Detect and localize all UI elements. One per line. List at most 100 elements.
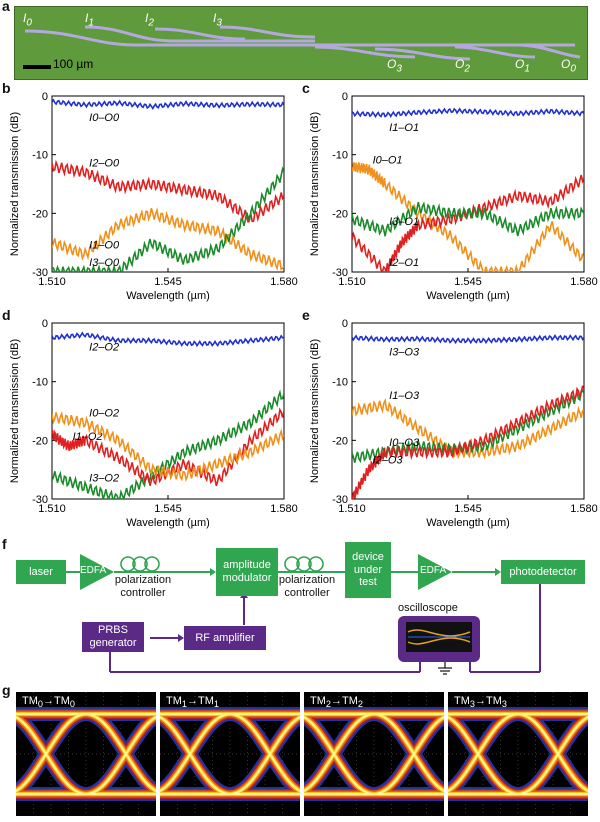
series-line-red (352, 385, 584, 499)
plot-frame (351, 95, 585, 273)
series-label: I3–O1 (389, 216, 419, 228)
y-tick-label: -30 (32, 267, 48, 279)
panel-letter-g: g (2, 682, 11, 698)
chart-c: 1.510 1.545 1.580 0 -10 -20 -30 Wavelength (µm)… (309, 91, 598, 302)
eye-label-3: TM3→TM3 (454, 695, 507, 710)
y-axis-label: Normalized transmission (dB) (309, 112, 321, 256)
x-tick-label: 1.580 (270, 503, 298, 515)
y-tick-label: -10 (332, 150, 348, 162)
eye-pattern (304, 692, 444, 816)
prbs-generator-box: PRBS generator (82, 622, 144, 652)
y-tick-label: -20 (332, 435, 348, 447)
laser-box: laser (16, 560, 66, 584)
series-line-green (52, 389, 284, 499)
rf-amplifier-box: RF amplifier (184, 626, 266, 650)
series-label: I1–O1 (389, 122, 419, 134)
x-axis-label: Wavelength (µm) (126, 290, 210, 302)
y-tick-label: -20 (32, 208, 48, 220)
series-label: I0–O1 (373, 154, 403, 166)
series-line-red (352, 174, 584, 272)
output-label-O3: O3 (387, 57, 402, 75)
input-label-I2: I2 (145, 11, 154, 29)
series-line-green (52, 166, 284, 272)
input-label-I3: I3 (213, 11, 222, 29)
x-axis-label: Wavelength (µm) (426, 517, 510, 529)
y-tick-label: -10 (32, 150, 48, 162)
series-line-blue (352, 107, 584, 119)
y-tick-label: -30 (332, 267, 348, 279)
eye-diagram-0: TM0→TM0 (16, 692, 156, 816)
series-line-blue (52, 98, 284, 111)
panel-letter-e: e (302, 307, 310, 323)
output-label-O2: O2 (455, 57, 470, 75)
eye-pattern (448, 692, 588, 816)
dut-box: device under test (345, 542, 391, 598)
y-tick-label: -10 (32, 377, 48, 389)
pc-1-label: polarization controller (114, 574, 172, 599)
chart-e: 1.510 1.545 1.580 0 -10 -20 -30 Wavelength (µm)… (309, 318, 598, 529)
series-line-blue (352, 334, 584, 345)
series-label: I1–O0 (89, 239, 120, 251)
y-tick-label: -20 (332, 208, 348, 220)
modulator-box: amplitude modulator (216, 548, 278, 596)
setup-connections (66, 554, 541, 675)
eye-label-2: TM2→TM2 (310, 695, 363, 710)
y-axis-label: Normalized transmission (dB) (9, 112, 21, 256)
x-tick-label: 1.545 (154, 503, 182, 515)
series-line-orange (352, 162, 584, 272)
x-tick-label: 1.580 (570, 503, 598, 515)
series-label: I0–O2 (89, 408, 119, 420)
input-label-I0: I0 (23, 11, 32, 29)
y-tick-label: 0 (42, 318, 48, 330)
y-tick-label: -10 (332, 377, 348, 389)
x-tick-label: 1.545 (454, 276, 482, 288)
series-line-blue (52, 331, 284, 348)
panel-letter-c: c (302, 80, 310, 96)
pc-2-label: polarization controller (278, 574, 336, 599)
series-line-green (352, 201, 584, 237)
x-tick-label: 1.545 (154, 276, 182, 288)
x-tick-label: 1.510 (38, 503, 66, 515)
x-axis-label: Wavelength (µm) (126, 517, 210, 529)
x-tick-label: 1.580 (570, 276, 598, 288)
y-tick-label: 0 (342, 318, 348, 330)
series-label: I2–O2 (89, 342, 119, 354)
eye-label-1: TM1→TM1 (166, 695, 219, 710)
x-axis-label: Wavelength (µm) (426, 290, 510, 302)
output-label-O1: O1 (515, 57, 530, 75)
series-label: I2–O3 (373, 455, 404, 467)
eye-diagram-1: TM1→TM1 (160, 692, 300, 816)
y-tick-label: 0 (42, 91, 48, 103)
x-tick-label: 1.510 (338, 276, 366, 288)
edfa-2-triangle (418, 554, 452, 590)
scale-bar-label: 100 µm (53, 57, 94, 71)
series-label: I0–O3 (389, 437, 420, 449)
scale-bar (23, 65, 51, 69)
series-label: I1–O2 (73, 431, 103, 443)
edfa-1-triangle (80, 554, 114, 590)
series-line-orange (52, 207, 284, 271)
series-label: I3–O3 (389, 346, 420, 358)
eye-pattern (16, 692, 156, 816)
series-label: I3–O0 (89, 257, 120, 269)
edfa-2-label: EDFA (420, 565, 447, 576)
series-line-red (52, 159, 284, 223)
eye-diagram-3: TM3→TM3 (448, 692, 588, 816)
series-line-orange (52, 410, 284, 483)
photodetector-box: photodetector (501, 560, 585, 584)
x-tick-label: 1.510 (38, 276, 66, 288)
waveguide-drawing (24, 25, 581, 61)
x-tick-label: 1.580 (270, 276, 298, 288)
input-label-I1: I1 (85, 11, 94, 29)
eye-diagram-2: TM2→TM2 (304, 692, 444, 816)
x-tick-label: 1.545 (454, 503, 482, 515)
eye-pattern (160, 692, 300, 816)
panel-letter-f: f (2, 536, 7, 552)
y-axis-label: Normalized transmission (dB) (309, 339, 321, 483)
series-label: I3–O2 (89, 472, 119, 484)
series-line-orange (352, 398, 584, 460)
eye-label-0: TM0→TM0 (22, 695, 75, 710)
panel-letter-b: b (2, 80, 11, 96)
series-label: I0–O0 (89, 112, 120, 124)
series-label: I1–O3 (389, 390, 420, 402)
